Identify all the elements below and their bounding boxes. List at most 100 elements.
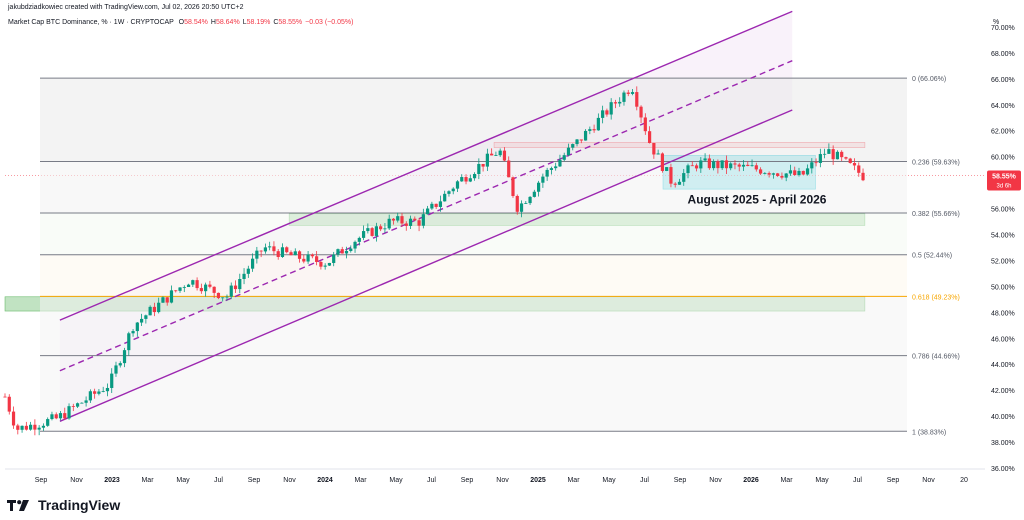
candle-body [502,150,507,161]
fib-label: 0.618 (49.23%) [912,294,960,301]
fib-label: 0 (66.06%) [912,76,946,83]
time-tick-label: May [176,477,190,484]
price-tick-label: 66.00% [991,77,1015,84]
candle-body [758,169,763,174]
candle-body [293,251,297,256]
candle-body [16,425,20,430]
candle-body [204,284,208,292]
last-price-badge [987,170,1021,191]
ohlc-value: 58.64% [215,19,240,26]
candle-body [605,110,609,115]
price-tick-label: 36.00% [991,466,1015,473]
candle-body [784,173,788,178]
candle-body [583,130,588,141]
ohlc-values: O58.54% H58.64% L58.19% C58.55% −0.03 (−0.05… [176,19,354,26]
candle-body [729,163,733,169]
candle-body [353,241,357,249]
candle-body [191,280,195,285]
price-tick-label: 44.00% [991,362,1015,369]
candle-body [114,365,118,374]
time-tick-label: Nov [283,477,296,484]
candle-body [733,163,737,165]
candle-body [455,181,460,189]
time-tick-label: Mar [567,477,580,484]
candle-body [780,175,784,178]
candle-body [835,151,840,160]
candle-body [827,149,831,154]
fib-label: 0.382 (55.66%) [912,211,960,218]
candle-body [793,170,797,176]
tradingview-logo[interactable]: TradingView [6,497,120,513]
candle-body [80,402,84,404]
candle-body [545,169,549,177]
fibonacci-retracement[interactable]: 0 (66.06%) 0.236 (59.63%) 0.382 (55.66%) 0.… [40,76,960,436]
ohlc-item: L58.19% [242,19,271,26]
candle-body [609,102,613,115]
axes-layer: 70.00%68.00%66.00%64.00%62.00%60.00%58.0… [5,25,1021,484]
symbol-legend[interactable]: Market Cap BTC Dominance, % · 1W · CRYPT… [8,19,353,26]
candle-body [336,249,340,255]
candle-body [67,406,71,419]
parallel-channel[interactable] [59,10,793,422]
candle-body [626,92,630,94]
fib-band [40,254,907,297]
time-tick-label: Jul [427,477,436,484]
candle-body [805,168,810,175]
candle-body [660,153,664,171]
candle-body [387,218,391,229]
candle-body [656,153,660,155]
candle-body [383,228,387,230]
candle-body [686,165,690,174]
candle-body [464,177,468,182]
candle-body [340,249,344,254]
time-tick-label: 20 [960,477,968,484]
fib-band [40,161,907,213]
time-tick-label: May [602,477,616,484]
candle-body [212,286,216,293]
candle-body [29,424,33,430]
tradingview-logo-icon [7,500,29,511]
candle-body [225,296,229,298]
candle-body [451,188,455,192]
candle-body [823,153,827,155]
candle-body [426,208,430,215]
candle-body [771,173,775,175]
time-tick-label: Mar [354,477,367,484]
candle-body [110,373,114,388]
candle-body [852,162,857,166]
candle-body [161,297,165,303]
fib-label: 1 (38.83%) [912,429,946,436]
price-tick-label: 62.00% [991,129,1015,136]
candle-body [306,254,310,262]
candle-body [75,403,80,407]
candle-body [797,170,801,176]
candle-body [246,268,250,274]
candle-body [741,164,746,167]
candle-body [814,162,818,164]
candle-body [652,142,656,155]
candle-body [259,250,263,252]
fib-band [40,212,907,255]
candle-body [310,254,314,257]
candle-body [694,165,699,169]
candle-body [285,247,289,253]
candle-body [46,419,50,426]
candle-body [490,153,494,156]
candle-body [788,170,793,174]
time-tick-label: 2026 [743,477,759,484]
candle-body [477,163,481,175]
ohlc-value: 58.54% [184,19,208,26]
candle-body [840,151,844,158]
candle-body [242,273,246,280]
candle-body [323,265,327,267]
fib-band [40,296,907,356]
candle-body [400,216,404,224]
candle-body [250,258,255,269]
candle-body [216,292,221,299]
candle-body [272,246,276,252]
candle-body [810,162,814,169]
candle-body [767,173,771,175]
candle-body [673,183,677,185]
price-tick-label: 60.00% [991,155,1015,162]
